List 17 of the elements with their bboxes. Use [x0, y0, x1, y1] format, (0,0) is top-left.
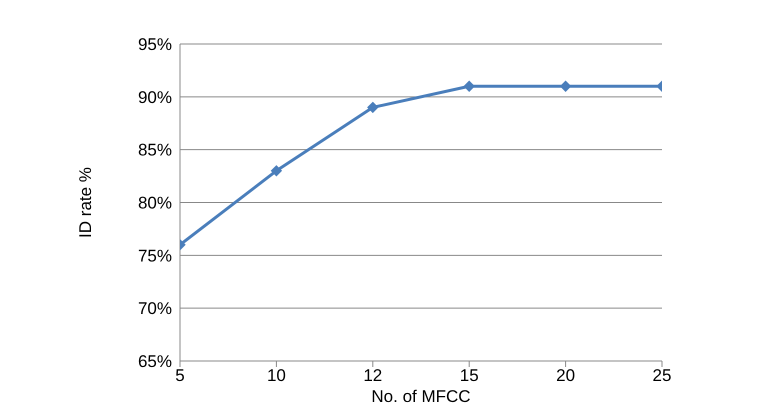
y-tick-label: 95%	[138, 35, 172, 54]
x-axis-title: No. of MFCC	[371, 387, 471, 406]
y-tick-label: 90%	[138, 88, 172, 107]
point	[464, 80, 475, 92]
x-tick-label: 25	[652, 366, 672, 386]
y-tick-label: 70%	[138, 299, 172, 318]
x-tick-label: 15	[460, 366, 479, 386]
y-tick-label: 75%	[138, 246, 172, 266]
point	[367, 102, 378, 113]
y-tick-label: 80%	[138, 194, 172, 213]
y-tick-label: 65%	[138, 352, 172, 372]
x-tick-label: 12	[363, 366, 382, 386]
x-tick-label: 20	[556, 366, 576, 386]
y-tick-label: 85%	[138, 140, 172, 160]
x-tick-label: 5	[175, 366, 185, 386]
x-tick-label: 10	[266, 366, 286, 386]
y-axis-title: ID rate %	[76, 167, 96, 238]
